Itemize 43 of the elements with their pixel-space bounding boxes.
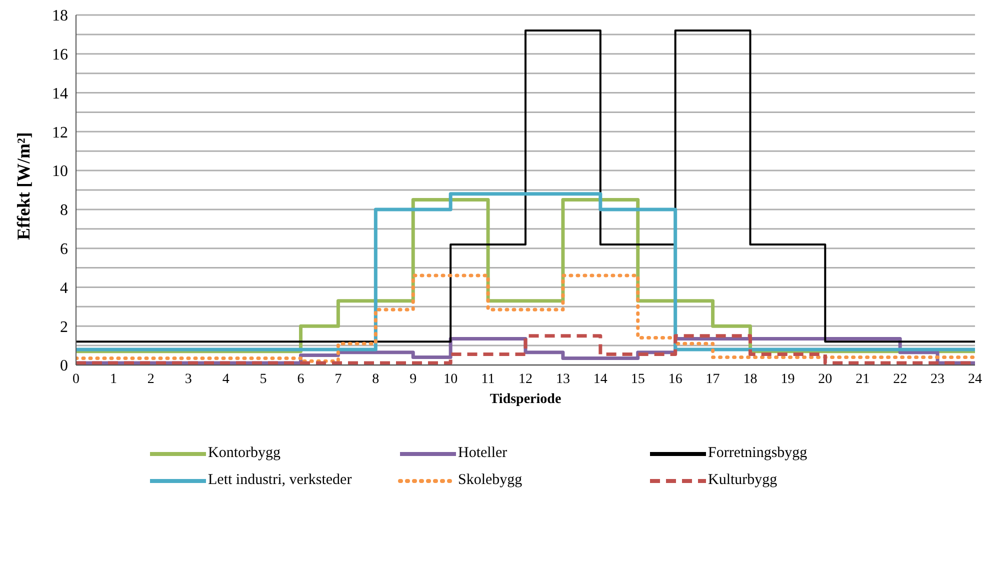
y-tick-label: 4 [60, 280, 68, 297]
y-axis-title: Effekt [W/m²] [13, 132, 34, 240]
legend-label: Hoteller [458, 445, 508, 462]
x-tick-label: 19 [780, 372, 795, 387]
x-tick-label: 0 [72, 372, 80, 387]
y-tick-label: 18 [52, 8, 68, 25]
x-tick-label: 16 [668, 372, 682, 387]
x-tick-label: 5 [260, 372, 267, 387]
x-tick-label: 1 [110, 372, 117, 387]
legend-label: Skolebygg [458, 472, 522, 489]
x-tick-label: 10 [444, 372, 458, 387]
x-tick-label: 11 [481, 372, 495, 387]
x-tick-label: 15 [630, 372, 645, 387]
legend-label: Forretningsbygg [708, 445, 808, 462]
x-tick-label: 17 [706, 372, 720, 387]
x-tick-label: 2 [147, 372, 154, 387]
x-tick-label: 13 [556, 372, 570, 387]
x-tick-label: 18 [743, 372, 758, 387]
x-axis-title: Tidsperiode [490, 392, 562, 407]
x-tick-label: 21 [856, 372, 870, 387]
legend-label: Lett industri, verksteder [208, 472, 352, 489]
x-tick-label: 7 [334, 372, 342, 387]
x-tick-label: 14 [593, 372, 608, 387]
legend-label: Kontorbygg [208, 445, 280, 462]
legend-label: Kulturbygg [708, 472, 778, 489]
y-tick-label: 0 [60, 358, 68, 375]
y-tick-label: 10 [52, 163, 68, 180]
x-tick-label: 20 [818, 372, 832, 387]
x-tick-label: 23 [930, 372, 945, 387]
x-tick-label: 22 [893, 372, 908, 387]
x-tick-label: 8 [372, 372, 380, 387]
y-tick-label: 2 [60, 318, 68, 336]
y-tick-label: 14 [52, 85, 68, 102]
x-tick-label: 6 [297, 372, 304, 387]
x-tick-label: 9 [410, 372, 417, 387]
x-tick-label: 12 [518, 372, 532, 387]
y-tick-label: 16 [52, 46, 68, 64]
x-tick-label: 4 [222, 372, 230, 387]
x-tick-label: 24 [968, 372, 982, 387]
x-tick-label: 3 [184, 372, 192, 387]
y-tick-label: 8 [60, 202, 68, 220]
y-tick-label: 6 [60, 241, 68, 258]
y-tick-label: 12 [52, 124, 68, 142]
